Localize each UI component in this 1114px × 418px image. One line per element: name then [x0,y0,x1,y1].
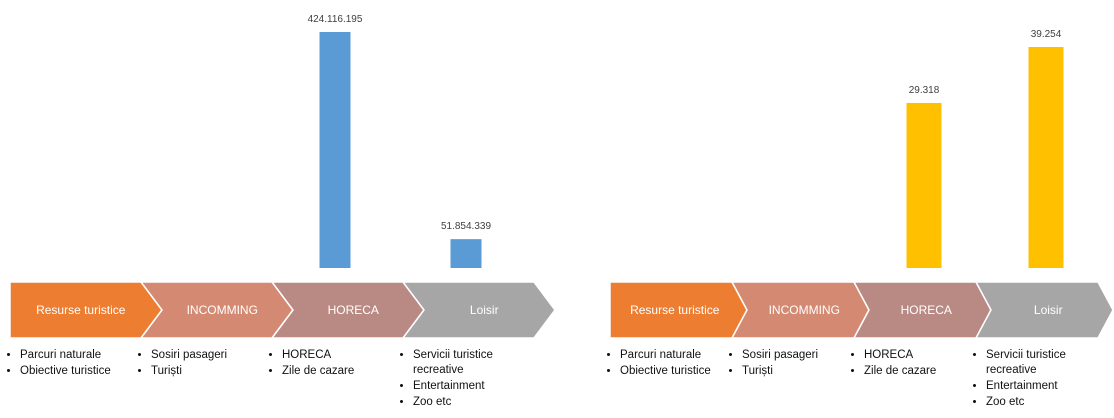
bullet-item: Obiective turistice [620,364,738,379]
chevron-text: HORECA [900,303,952,317]
chevron-text: INCOMMING [768,303,840,317]
chevron-label: INCOMMING [162,282,283,338]
chevron-text: Resurse turistice [36,303,126,317]
chevron-label: HORECA [869,282,984,338]
bullet-item: Sosiri pasageri [742,348,860,363]
bullet-item: Entertainment [413,379,540,394]
chevron-label: Loisir [424,282,545,338]
chevron [401,281,556,339]
value-label: 39.254 [1031,29,1062,40]
bullet-item: Parcuri naturale [20,348,147,363]
bullet-list: Sosiri pasageriTuriști [139,348,278,380]
bullet-item: HORECA [282,348,409,363]
chevron [974,281,1114,339]
chevron-label: Loisir [991,282,1106,338]
chevron-text: Loisir [469,303,499,317]
bullet-item: Turiști [151,364,278,379]
bullet-list: Servicii turistice recreativeEntertainme… [401,348,540,411]
bullet-list: Sosiri pasageriTuriști [730,348,860,380]
chevron-text: Loisir [1033,303,1063,317]
value-label: 424.116.195 [308,14,363,25]
chevron-label: HORECA [293,282,414,338]
bullet-item: Zile de cazare [864,364,982,379]
chevron-text: HORECA [327,303,379,317]
bullet-item: Servicii turistice recreative [986,348,1104,378]
bullet-item: Entertainment [986,379,1104,394]
bullet-list: Parcuri naturaleObiective turistice [8,348,147,380]
bullet-item: Zoo etc [986,395,1104,410]
chevron-text: Resurse turistice [630,303,720,317]
bullet-item: Parcuri naturale [620,348,738,363]
bar [1028,47,1064,268]
bullet-list: Servicii turistice recreativeEntertainme… [974,348,1104,411]
bullet-item: Sosiri pasageri [151,348,278,363]
chevron-text: INCOMMING [186,303,258,317]
bullet-item: Zoo etc [413,395,540,410]
bullet-list: Parcuri naturaleObiective turistice [608,348,738,380]
chevron-label: INCOMMING [747,282,862,338]
bullet-list: HORECAZile de cazare [270,348,409,380]
bullet-item: Turiști [742,364,860,379]
chevron-label: Resurse turistice [610,282,740,338]
bullet-item: HORECA [864,348,982,363]
bullet-list: HORECAZile de cazare [852,348,982,380]
bar [906,102,942,269]
chevron-label: Resurse turistice [10,282,152,338]
value-label: 51.854.339 [441,221,491,232]
bar [319,32,351,268]
bullet-item: Servicii turistice recreative [413,348,540,378]
bullet-item: Obiective turistice [20,364,147,379]
bullet-item: Zile de cazare [282,364,409,379]
bar [450,239,482,268]
value-label: 29.318 [909,85,940,96]
